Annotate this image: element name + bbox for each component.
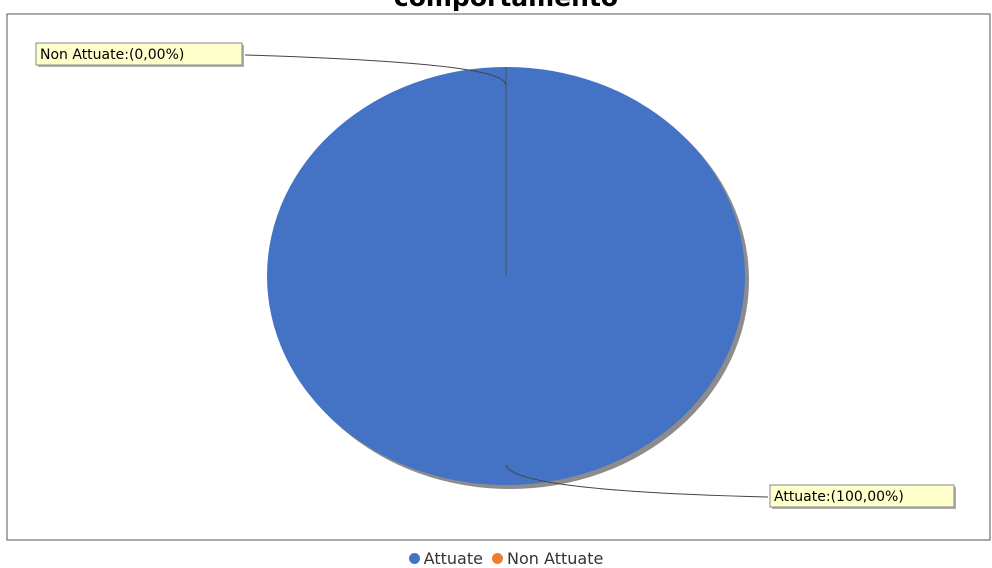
legend-marker-non-attuate bbox=[492, 553, 504, 564]
data-label-attuate-box bbox=[769, 484, 955, 508]
leader-line-non-attuate bbox=[244, 54, 507, 87]
leader-line-attuate bbox=[505, 464, 769, 498]
data-label-attuate-text: Attuate:(100,00%) bbox=[774, 489, 904, 505]
chart-title: comportamento bbox=[0, 0, 992, 12]
legend-label-attuate: Attuate bbox=[423, 549, 483, 568]
data-label-non-attuate-box bbox=[35, 42, 243, 66]
legend-item-attuate: Attuate bbox=[408, 549, 483, 568]
legend-marker-attuate bbox=[408, 553, 420, 564]
chart-legend: Attuate Non Attuate bbox=[0, 549, 992, 568]
legend-item-non-attuate: Non Attuate bbox=[492, 549, 603, 568]
legend-label-non-attuate: Non Attuate bbox=[507, 549, 604, 568]
data-label-non-attuate-text: Non Attuate:(0,00%) bbox=[40, 47, 184, 63]
